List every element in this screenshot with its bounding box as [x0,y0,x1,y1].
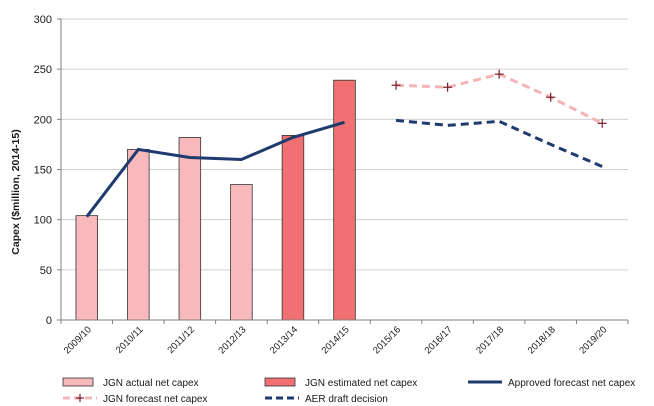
legend-label: AER draft decision [305,394,388,405]
legend-swatch [264,377,296,387]
x-tick-labels: 2009/10 2010/11 2011/12 2012/13 2013/14 2014/… [62,324,610,356]
x-tick-label: 2010/11 [114,324,146,356]
x-tick-label: 2018/18 [526,324,558,356]
y-tick-label: 200 [34,114,52,126]
series-line [395,118,603,168]
y-tick-label: 300 [34,14,52,26]
y-axis-label: Capex ($million, 2014-15) [10,129,22,254]
series-line [395,72,603,125]
y-tick-label: 50 [40,265,52,277]
x-tick-label: 2011/12 [165,324,197,356]
x-tick-label: 2013/14 [268,324,300,356]
legend-swatch [62,377,94,387]
y-tick-label: 100 [34,215,52,227]
line-series [85,69,607,218]
x-tick-label: 2014/15 [320,324,352,356]
bar [75,215,98,321]
legend-label: Approved forecast net capex [508,378,635,389]
y-tick-label: 250 [34,64,52,76]
bar-series [75,79,356,321]
y-tick-label: 0 [46,315,52,327]
bar [127,149,150,321]
x-tick-label: 2019/20 [577,324,609,356]
bar [333,79,356,321]
x-tick-label: 2017/18 [474,324,506,356]
bar [178,136,202,321]
x-tick-label: 2009/10 [62,324,94,356]
legend-label: JGN actual net capex [103,378,199,389]
x-tick-label: 2016/17 [423,324,455,356]
legend: JGN actual net capex JGN estimated net ca… [62,377,635,405]
bar [281,134,305,321]
x-tick-label: 2012/13 [216,324,248,356]
y-tick-labels: 0 50 100 150 200 250 300 [34,14,52,327]
legend-label: JGN forecast net capex [103,394,208,405]
axes [57,18,629,324]
x-tick-label: 2015/16 [371,324,403,356]
series-line [85,120,345,218]
bar [230,184,253,321]
legend-label: JGN estimated net capex [305,378,417,389]
y-tick-label: 150 [34,165,52,177]
